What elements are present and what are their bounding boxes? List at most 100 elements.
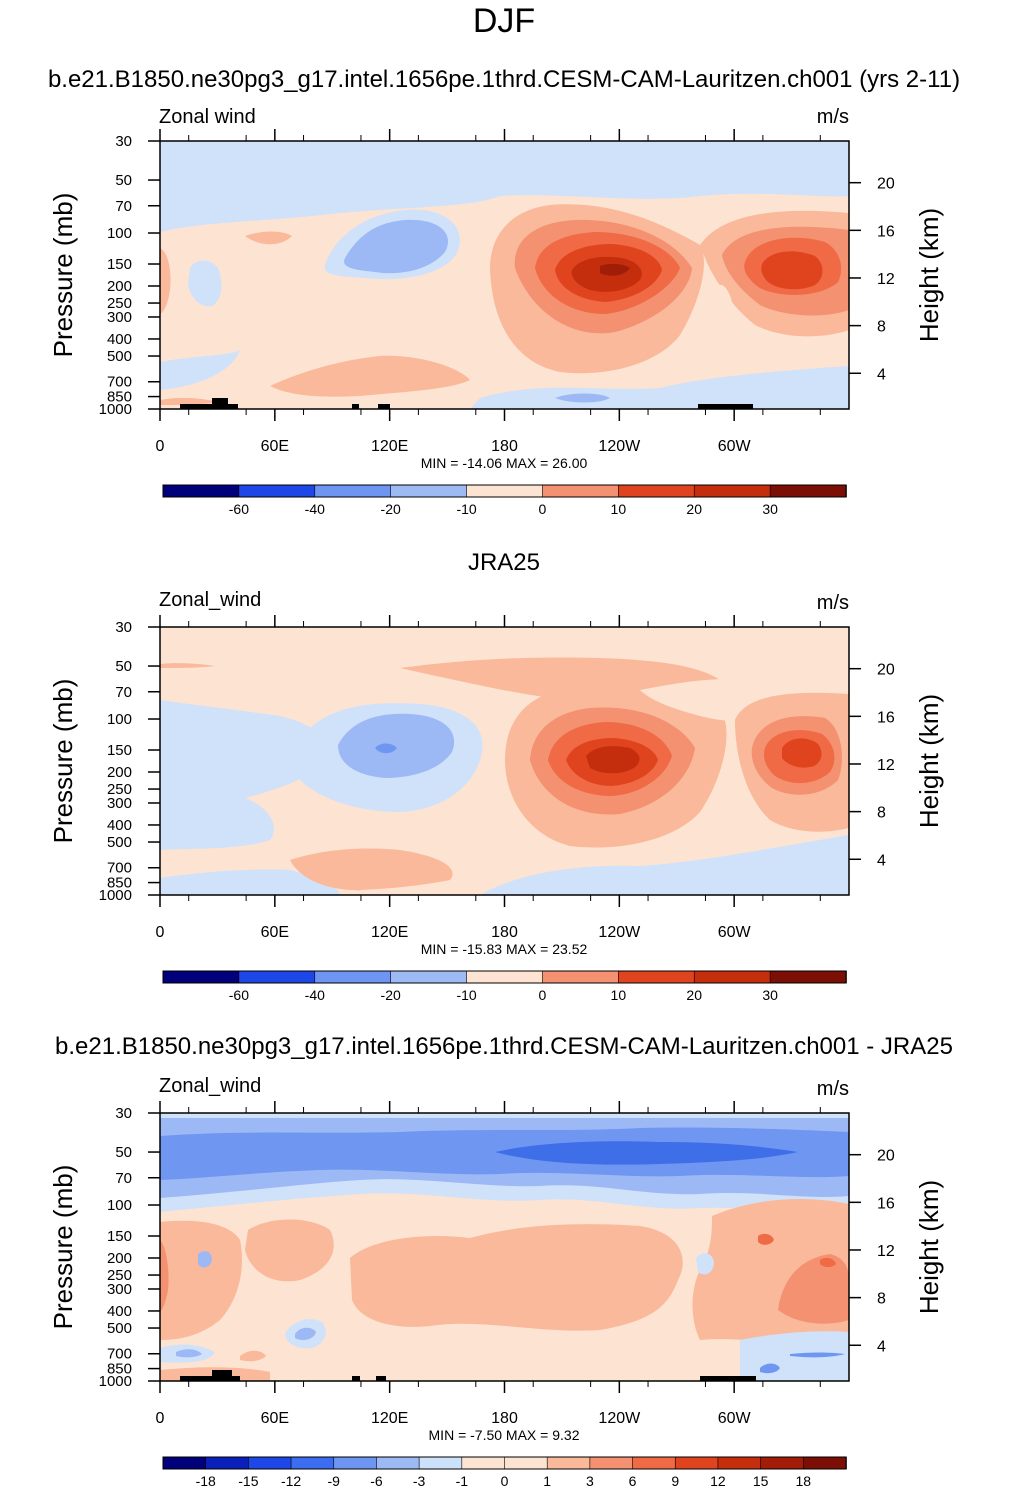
pressure-tick-label: 50 <box>115 172 132 189</box>
colorbar-box <box>290 1456 335 1470</box>
x-tick-label: 60W <box>718 1410 752 1427</box>
y-axis-title-right: Height (km) <box>914 694 944 828</box>
contour-fill <box>760 1363 780 1374</box>
colorbar-label: -20 <box>381 987 401 1003</box>
x-tick-label: 180 <box>491 1410 518 1427</box>
colorbar-label: -18 <box>196 1473 216 1489</box>
pressure-tick-label: 100 <box>107 1197 132 1214</box>
land-mask <box>378 404 390 409</box>
land-mask <box>180 398 238 409</box>
contour-fill <box>160 791 274 850</box>
variable-label: Zonal wind <box>159 106 256 128</box>
contour-field <box>160 627 849 895</box>
x-tick-label: 120W <box>598 1410 641 1427</box>
pressure-tick-label: 200 <box>107 1250 132 1267</box>
colorbar-box <box>162 1456 207 1470</box>
colorbar-box <box>314 970 392 984</box>
pressure-tick-label: 1000 <box>99 401 132 418</box>
pressure-tick-label: 200 <box>107 278 132 295</box>
x-tick-label: 120E <box>371 1410 408 1427</box>
contour-field <box>160 1113 849 1381</box>
x-tick-label: 0 <box>156 1410 165 1427</box>
pressure-tick-label: 50 <box>115 1144 132 1161</box>
pressure-tick-label: 70 <box>115 684 132 701</box>
contour-fill <box>198 1251 212 1268</box>
land-mask <box>352 404 359 409</box>
contour-fill <box>778 1254 849 1324</box>
contour-fill <box>700 284 733 336</box>
pressure-tick-label: 150 <box>107 1228 132 1245</box>
x-tick-label: 180 <box>491 924 518 941</box>
contour-fill <box>188 260 222 307</box>
pressure-tick-label: 850 <box>107 875 132 892</box>
land-mask <box>352 1376 360 1381</box>
colorbar-label: 3 <box>586 1473 594 1489</box>
colorbar-label: 0 <box>539 501 547 517</box>
figure-title: DJF <box>473 2 535 40</box>
colorbar-box <box>769 970 847 984</box>
colorbar-box <box>693 970 771 984</box>
contour-fill <box>375 743 397 754</box>
x-tick-label: 120E <box>371 924 408 941</box>
colorbar-box <box>205 1456 250 1470</box>
colorbar-box <box>390 970 468 984</box>
colorbar-label: -20 <box>381 501 401 517</box>
contour-fill <box>350 1224 683 1331</box>
pressure-tick-label: 400 <box>107 1303 132 1320</box>
contour-fill <box>344 219 449 274</box>
pressure-tick-label: 250 <box>107 781 132 798</box>
colorbar-box <box>466 970 544 984</box>
colorbar-label: 18 <box>796 1473 812 1489</box>
contour-fill <box>600 263 630 276</box>
axes-2: 0 60E 120E 180 120W 60W3050701001502002503004… <box>48 1101 944 1489</box>
contour-fill <box>160 350 240 390</box>
contour-fill <box>790 1352 845 1358</box>
height-tick-label: 20 <box>877 176 895 193</box>
colorbar-label: -10 <box>456 501 476 517</box>
colorbar-label: 20 <box>686 987 702 1003</box>
height-tick-label: 16 <box>877 223 895 240</box>
pressure-tick-label: 30 <box>115 133 132 150</box>
pressure-tick-label: 700 <box>107 1346 132 1363</box>
x-tick-label: 120W <box>598 438 641 455</box>
pressure-tick-label: 700 <box>107 374 132 391</box>
colorbar-box <box>618 484 696 498</box>
colorbar-label: -60 <box>229 501 249 517</box>
y-axis-title: Pressure (mb) <box>48 679 78 844</box>
contour-fill <box>696 1253 714 1275</box>
contour-fill <box>160 700 325 815</box>
colorbar-label: -15 <box>238 1473 258 1489</box>
pressure-tick-label: 250 <box>107 1267 132 1284</box>
contour-fill <box>495 1141 798 1165</box>
pressure-tick-label: 30 <box>115 1105 132 1122</box>
height-tick-label: 12 <box>877 271 895 288</box>
colorbar-box <box>542 970 620 984</box>
contour-fill <box>160 248 171 314</box>
colorbar-label: 15 <box>753 1473 769 1489</box>
colorbar-box <box>717 1456 762 1470</box>
pressure-tick-label: 50 <box>115 658 132 675</box>
colorbar-box <box>162 484 240 498</box>
colorbar-box <box>248 1456 292 1470</box>
colorbar-box <box>693 484 771 498</box>
colorbar-label: 10 <box>611 501 627 517</box>
height-tick-label: 4 <box>877 852 886 869</box>
colorbar-label: -1 <box>456 1473 469 1489</box>
colorbar-box <box>461 1456 506 1470</box>
land-mask <box>180 1370 240 1381</box>
height-tick-label: 12 <box>877 757 895 774</box>
colorbar-box <box>333 1456 378 1470</box>
contour-fill <box>160 869 340 895</box>
panel-title: b.e21.B1850.ne30pg3_g17.intel.1656pe.1th… <box>48 66 960 93</box>
contour-fill <box>240 1350 266 1362</box>
height-tick-label: 4 <box>877 1338 886 1355</box>
y-axis-title: Pressure (mb) <box>48 1165 78 1330</box>
y-axis-title-right: Height (km) <box>914 208 944 342</box>
y-axis-title: Pressure (mb) <box>48 193 78 358</box>
colorbar-label: -12 <box>281 1473 301 1489</box>
x-tick-label: 60W <box>718 924 752 941</box>
contour-fill <box>761 251 823 290</box>
contour-fill <box>160 397 220 405</box>
colorbar-label: -9 <box>328 1473 341 1489</box>
